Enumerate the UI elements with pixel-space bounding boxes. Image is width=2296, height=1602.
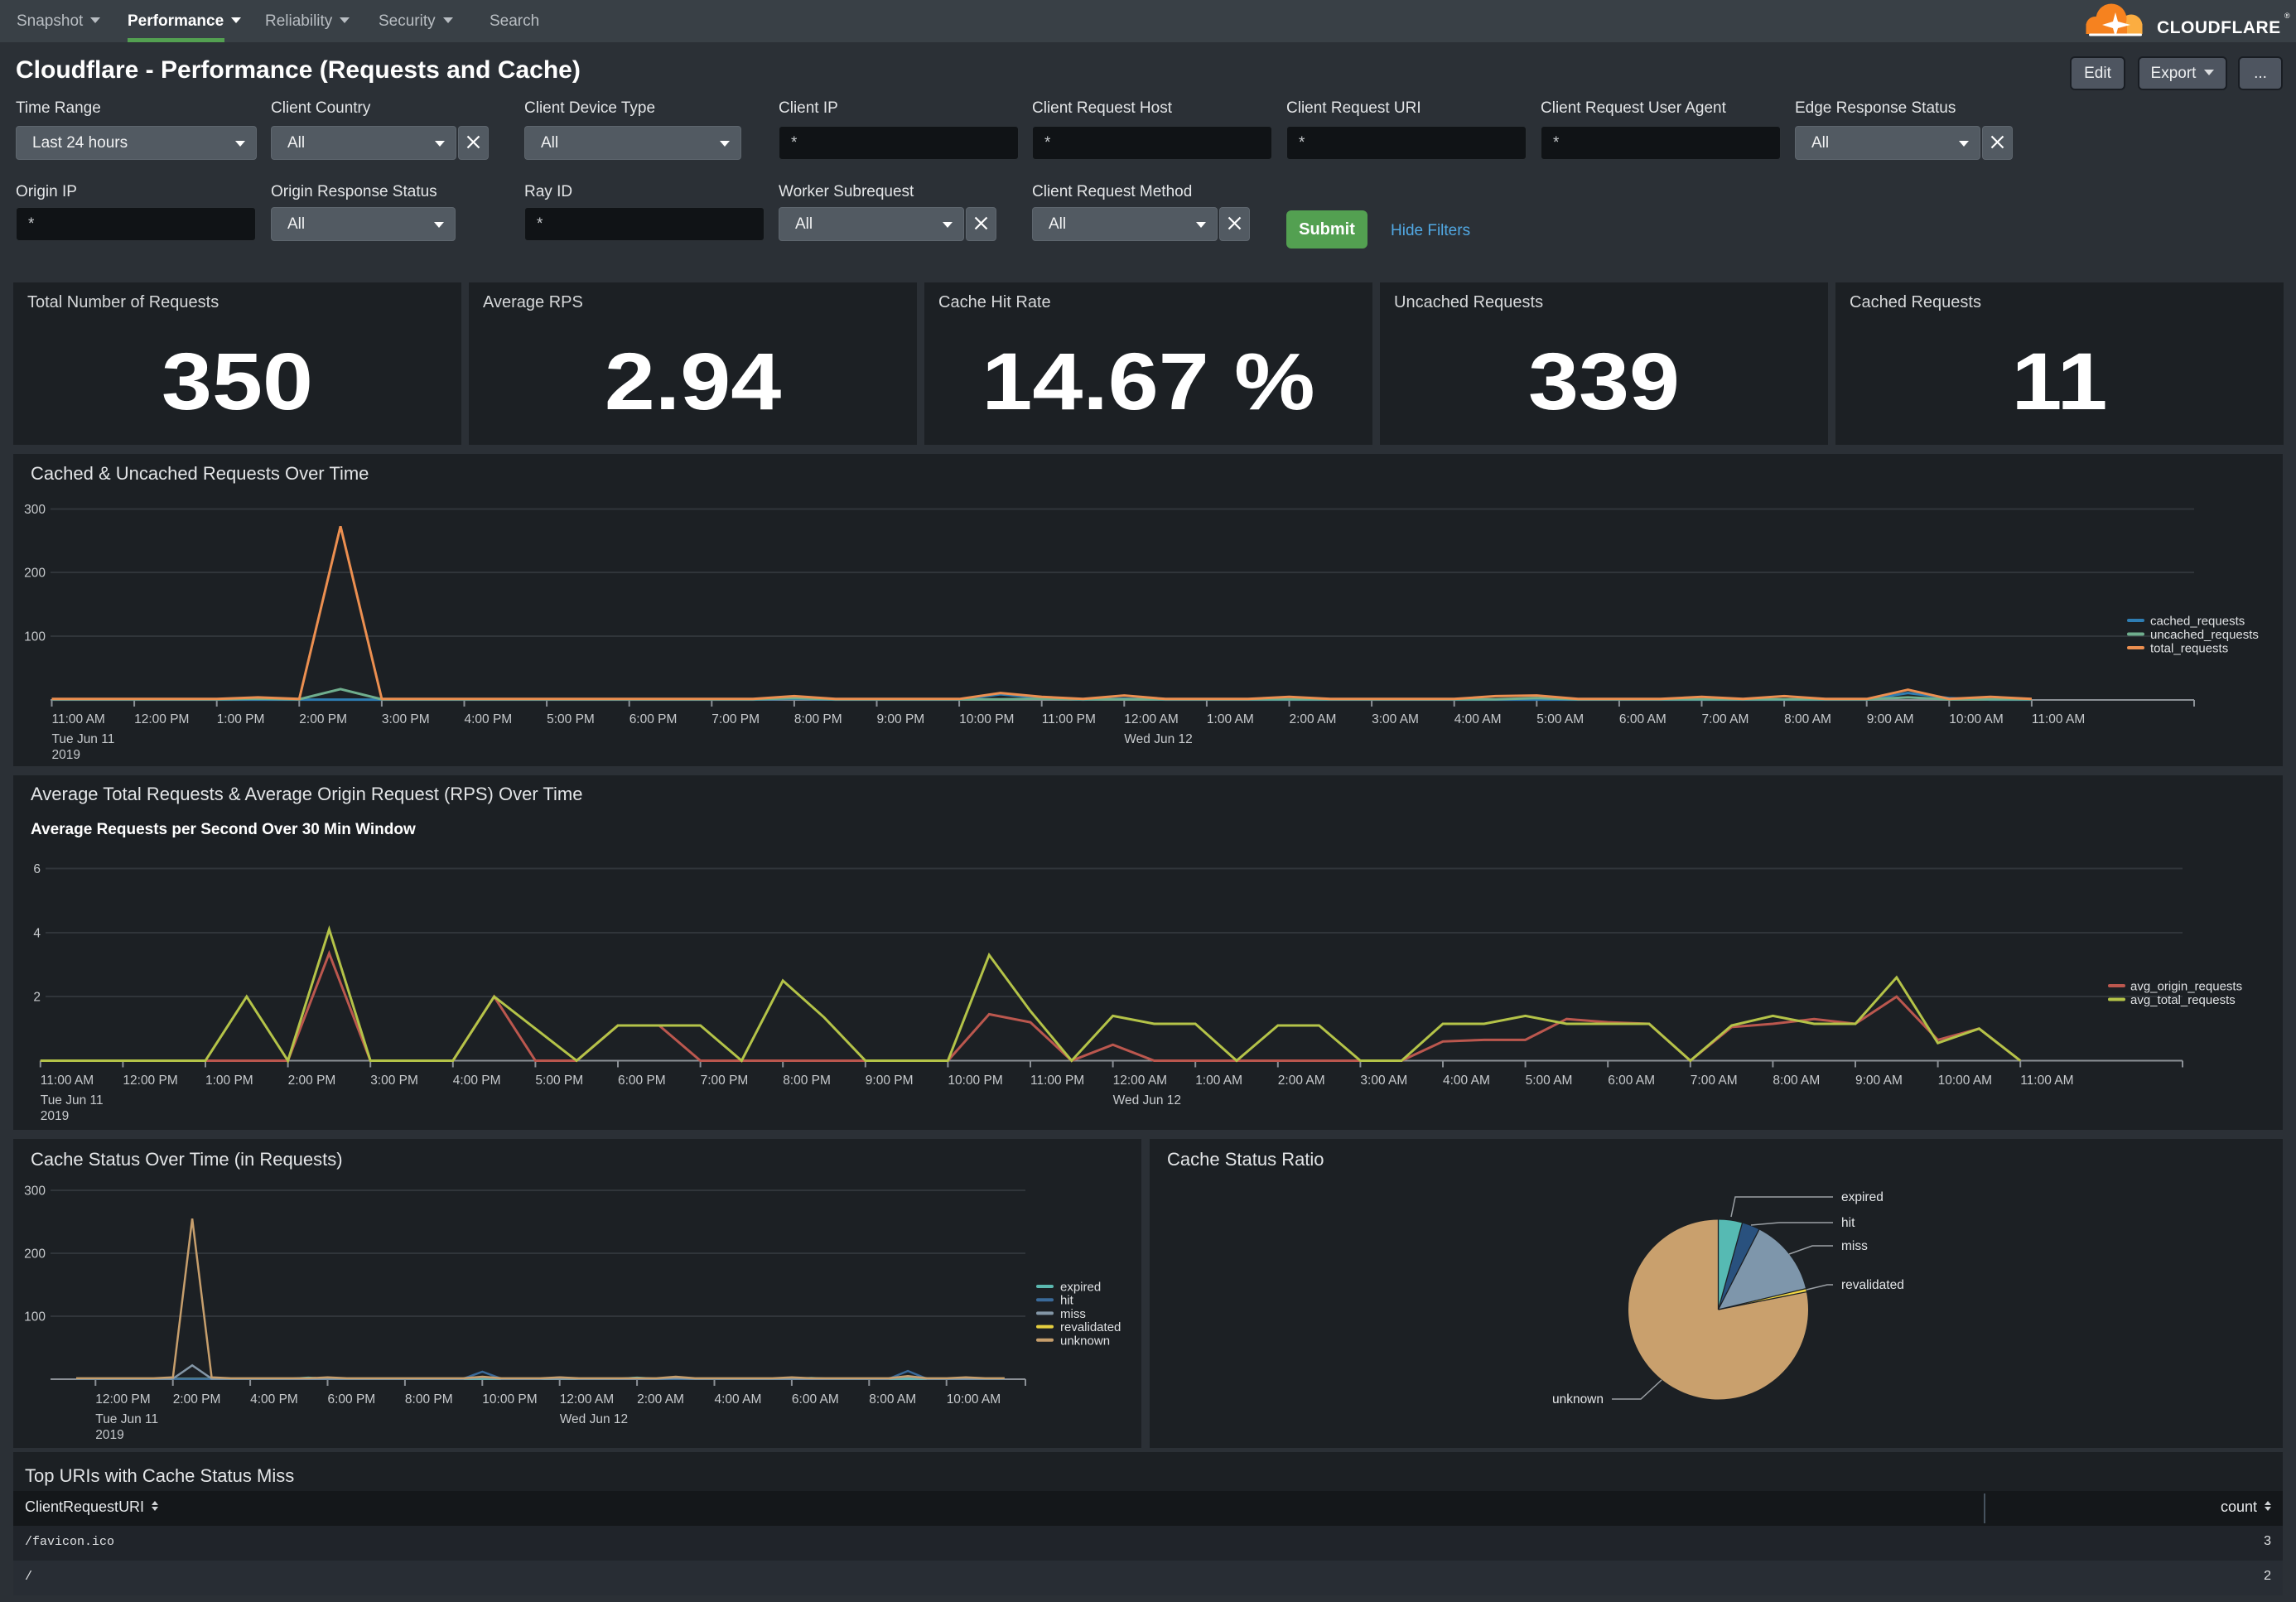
svg-text:5:00 PM: 5:00 PM <box>547 712 595 726</box>
svg-text:4:00 PM: 4:00 PM <box>453 1074 501 1088</box>
svg-text:6:00 AM: 6:00 AM <box>792 1392 839 1407</box>
svg-text:6:00 PM: 6:00 PM <box>629 712 678 726</box>
svg-text:12:00 AM: 12:00 AM <box>560 1392 615 1407</box>
svg-text:8:00 AM: 8:00 AM <box>1773 1074 1820 1088</box>
svg-text:2:00 PM: 2:00 PM <box>288 1074 336 1088</box>
svg-text:6: 6 <box>33 862 41 876</box>
svg-text:avg_total_requests: avg_total_requests <box>2130 993 2236 1007</box>
svg-text:®: ® <box>2284 12 2290 20</box>
svg-text:3:00 PM: 3:00 PM <box>382 712 430 726</box>
svg-text:9:00 PM: 9:00 PM <box>866 1074 914 1088</box>
svg-text:4:00 AM: 4:00 AM <box>1454 712 1502 726</box>
svg-text:10:00 PM: 10:00 PM <box>959 712 1014 726</box>
svg-text:11:00 AM: 11:00 AM <box>2020 1074 2073 1088</box>
svg-text:6:00 PM: 6:00 PM <box>618 1074 666 1088</box>
svg-text:Tue Jun 11: Tue Jun 11 <box>52 732 115 746</box>
svg-text:10:00 AM: 10:00 AM <box>1938 1074 1993 1088</box>
svg-text:Wed Jun 12: Wed Jun 12 <box>1113 1093 1181 1107</box>
svg-text:4: 4 <box>33 927 41 941</box>
svg-text:uncached_requests: uncached_requests <box>2150 628 2259 642</box>
svg-text:1:00 PM: 1:00 PM <box>205 1074 253 1088</box>
svg-text:1:00 PM: 1:00 PM <box>217 712 265 726</box>
svg-text:hit: hit <box>1841 1216 1855 1230</box>
svg-text:revalidated: revalidated <box>1060 1320 1121 1334</box>
svg-text:10:00 AM: 10:00 AM <box>947 1392 1001 1407</box>
svg-text:2019: 2019 <box>41 1109 69 1123</box>
svg-text:4:00 AM: 4:00 AM <box>715 1392 762 1407</box>
svg-text:7:00 AM: 7:00 AM <box>1691 1074 1738 1088</box>
svg-text:6:00 AM: 6:00 AM <box>1619 712 1667 726</box>
svg-text:Wed Jun 12: Wed Jun 12 <box>1124 732 1192 746</box>
svg-text:12:00 AM: 12:00 AM <box>1113 1074 1168 1088</box>
svg-text:unknown: unknown <box>1060 1334 1110 1348</box>
svg-text:hit: hit <box>1060 1294 1074 1308</box>
svg-text:200: 200 <box>24 567 46 581</box>
svg-text:6:00 PM: 6:00 PM <box>328 1392 376 1407</box>
svg-text:Tue Jun 11: Tue Jun 11 <box>41 1093 104 1107</box>
svg-text:Wed Jun 12: Wed Jun 12 <box>560 1412 628 1426</box>
svg-text:200: 200 <box>24 1247 46 1262</box>
svg-text:2:00 AM: 2:00 AM <box>1290 712 1337 726</box>
svg-text:7:00 PM: 7:00 PM <box>711 712 760 726</box>
svg-text:miss: miss <box>1060 1307 1086 1321</box>
svg-text:5:00 AM: 5:00 AM <box>1526 1074 1573 1088</box>
svg-text:4:00 PM: 4:00 PM <box>250 1392 298 1407</box>
svg-text:8:00 PM: 8:00 PM <box>783 1074 831 1088</box>
svg-text:11:00 AM: 11:00 AM <box>52 712 105 726</box>
svg-text:miss: miss <box>1841 1239 1868 1253</box>
svg-text:4:00 PM: 4:00 PM <box>465 712 513 726</box>
svg-text:10:00 PM: 10:00 PM <box>482 1392 537 1407</box>
svg-text:7:00 AM: 7:00 AM <box>1702 712 1749 726</box>
svg-text:5:00 AM: 5:00 AM <box>1536 712 1584 726</box>
svg-text:12:00 PM: 12:00 PM <box>134 712 189 726</box>
svg-text:9:00 AM: 9:00 AM <box>1867 712 1914 726</box>
svg-text:2:00 AM: 2:00 AM <box>637 1392 684 1407</box>
svg-text:expired: expired <box>1060 1281 1101 1295</box>
svg-text:Tue Jun 11: Tue Jun 11 <box>95 1412 158 1426</box>
svg-text:8:00 PM: 8:00 PM <box>794 712 842 726</box>
svg-text:100: 100 <box>24 1310 46 1325</box>
svg-text:4:00 AM: 4:00 AM <box>1443 1074 1490 1088</box>
svg-text:2:00 PM: 2:00 PM <box>173 1392 221 1407</box>
svg-text:9:00 AM: 9:00 AM <box>1855 1074 1903 1088</box>
svg-text:11:00 AM: 11:00 AM <box>2032 712 2085 726</box>
svg-text:3:00 PM: 3:00 PM <box>370 1074 418 1088</box>
svg-text:5:00 PM: 5:00 PM <box>535 1074 583 1088</box>
svg-text:unknown: unknown <box>1552 1392 1604 1407</box>
svg-text:2019: 2019 <box>52 748 80 762</box>
svg-text:avg_origin_requests: avg_origin_requests <box>2130 980 2242 994</box>
svg-text:2:00 AM: 2:00 AM <box>1278 1074 1325 1088</box>
svg-text:100: 100 <box>24 630 46 644</box>
svg-text:CLOUDFLARE: CLOUDFLARE <box>2157 18 2281 37</box>
svg-text:300: 300 <box>24 1185 46 1199</box>
svg-text:revalidated: revalidated <box>1841 1278 1904 1292</box>
svg-text:1:00 AM: 1:00 AM <box>1195 1074 1242 1088</box>
svg-text:8:00 AM: 8:00 AM <box>869 1392 916 1407</box>
svg-text:2: 2 <box>33 991 41 1005</box>
svg-text:11:00 AM: 11:00 AM <box>41 1074 94 1088</box>
svg-text:expired: expired <box>1841 1190 1884 1204</box>
svg-text:11:00 PM: 11:00 PM <box>1042 712 1096 726</box>
svg-text:total_requests: total_requests <box>2150 642 2228 656</box>
svg-text:3:00 AM: 3:00 AM <box>1360 1074 1407 1088</box>
svg-text:6:00 AM: 6:00 AM <box>1608 1074 1655 1088</box>
svg-text:12:00 PM: 12:00 PM <box>123 1074 177 1088</box>
svg-text:8:00 AM: 8:00 AM <box>1784 712 1831 726</box>
svg-text:11:00 PM: 11:00 PM <box>1030 1074 1084 1088</box>
svg-text:300: 300 <box>24 503 46 517</box>
svg-text:12:00 PM: 12:00 PM <box>95 1392 150 1407</box>
svg-text:9:00 PM: 9:00 PM <box>877 712 925 726</box>
svg-text:cached_requests: cached_requests <box>2150 615 2245 629</box>
svg-text:1:00 AM: 1:00 AM <box>1207 712 1254 726</box>
svg-text:3:00 AM: 3:00 AM <box>1372 712 1419 726</box>
svg-text:10:00 AM: 10:00 AM <box>1949 712 2004 726</box>
svg-text:10:00 PM: 10:00 PM <box>948 1074 1002 1088</box>
svg-text:7:00 PM: 7:00 PM <box>701 1074 749 1088</box>
svg-text:2:00 PM: 2:00 PM <box>299 712 347 726</box>
svg-text:8:00 PM: 8:00 PM <box>405 1392 453 1407</box>
svg-text:12:00 AM: 12:00 AM <box>1124 712 1179 726</box>
svg-text:2019: 2019 <box>95 1428 123 1442</box>
